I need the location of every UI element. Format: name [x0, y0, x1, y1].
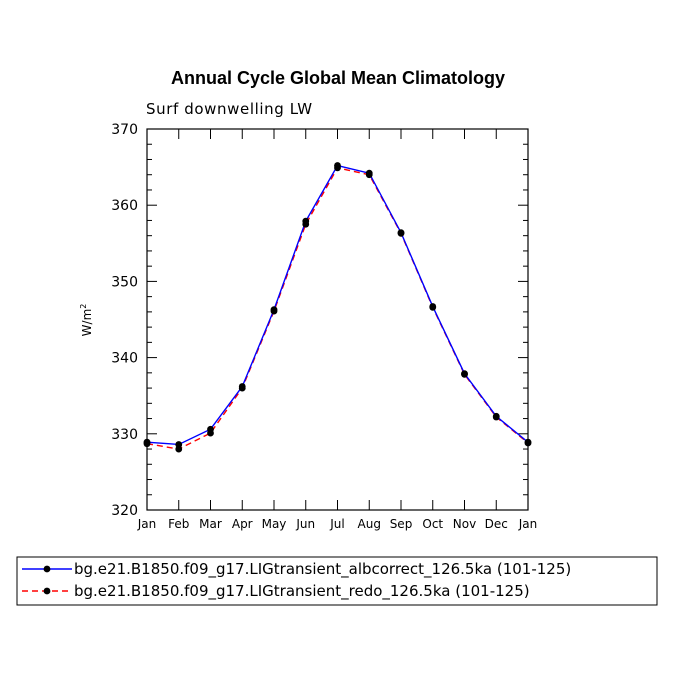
x-tick-label: Mar — [199, 517, 222, 531]
y-tick-label: 370 — [111, 122, 138, 138]
x-tick-label: Oct — [422, 517, 443, 531]
x-tick-label: Jan — [518, 517, 538, 531]
series-1-point — [238, 383, 246, 390]
x-tick-label: Jul — [329, 517, 344, 531]
series-line-1 — [146, 164, 529, 446]
y-axis-label-base: W/m — [80, 309, 94, 337]
legend-marker-2 — [43, 587, 51, 595]
chart-subtitle: Surf downwelling LW — [146, 100, 313, 118]
series-1-point — [270, 306, 278, 313]
y-tick-label: 350 — [111, 274, 138, 290]
y-axis-label: W/m2 — [79, 304, 94, 337]
legend-box — [16, 556, 658, 606]
x-tick-label: Nov — [453, 517, 476, 531]
x-tick-label: Dec — [485, 517, 508, 531]
series-1-point — [524, 438, 532, 446]
y-tick-label: 330 — [111, 427, 138, 443]
y-tick-label: 360 — [111, 198, 138, 214]
x-tick-label: Sep — [390, 517, 413, 531]
x-tick-label: Jun — [295, 517, 315, 531]
series-line-2 — [146, 167, 529, 450]
series-1-point — [429, 303, 437, 310]
series-1-point — [334, 162, 341, 169]
series-1-point — [492, 412, 500, 420]
series-1-point — [365, 169, 373, 177]
x-tick-label: Jan — [137, 517, 157, 531]
legend-label-1: bg.e21.B1850.f09_g17.LIGtransient_albcor… — [74, 560, 571, 579]
y-tick-label: 340 — [111, 351, 138, 367]
x-tick-label: May — [262, 517, 287, 531]
chart-title: Annual Cycle Global Mean Climatology — [171, 68, 505, 88]
legend-marker-1 — [43, 565, 51, 573]
y-axis-label-sup: 2 — [79, 304, 88, 309]
series-1-point — [302, 217, 310, 225]
series-1-point — [175, 441, 183, 448]
series-1-point — [207, 425, 214, 433]
series-1-point — [461, 370, 468, 378]
plot-frame — [146, 128, 529, 511]
legend: bg.e21.B1850.f09_g17.LIGtransient_albcor… — [16, 556, 658, 606]
x-tick-label: Apr — [232, 517, 253, 531]
series-1-point — [143, 438, 151, 446]
legend-label-2: bg.e21.B1850.f09_g17.LIGtransient_redo_1… — [74, 582, 530, 601]
series-1-point — [397, 229, 405, 237]
x-tick-label: Aug — [358, 517, 381, 531]
y-tick-label: 320 — [111, 503, 138, 519]
x-tick-label: Feb — [168, 517, 189, 531]
